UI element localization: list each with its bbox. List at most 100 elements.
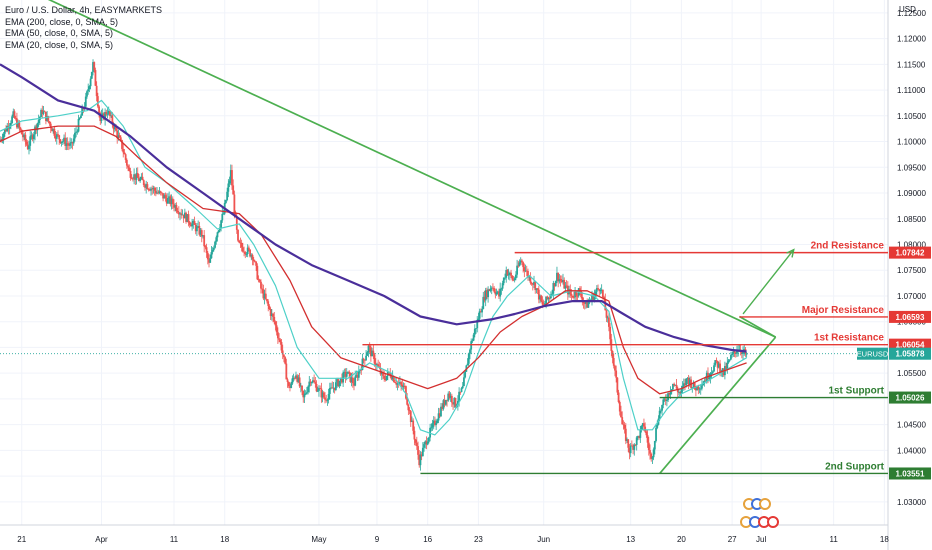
candle-body	[29, 136, 32, 146]
candle-body	[48, 121, 51, 124]
candle-body	[256, 265, 259, 280]
candle-body	[583, 302, 586, 304]
candle-body	[721, 368, 724, 373]
candle-body	[483, 296, 486, 301]
candle-body	[59, 139, 62, 143]
candle-body	[302, 390, 305, 398]
candle-body	[366, 352, 369, 356]
candle-body	[471, 340, 474, 342]
forecast-arrow	[742, 249, 795, 315]
candle-body	[533, 281, 535, 285]
candle-body	[105, 112, 108, 115]
candle-body	[383, 375, 386, 379]
candle-body	[0, 139, 1, 142]
candle-body	[676, 388, 679, 393]
candle-body	[606, 317, 609, 319]
price-axis-tick-label: 1.11000	[897, 86, 926, 95]
candle-body	[745, 353, 748, 355]
candle-body	[343, 371, 346, 373]
candle-body	[26, 144, 29, 150]
price-axis-tick-label: 1.12000	[897, 35, 926, 44]
candle-body	[5, 129, 7, 132]
candle-body	[653, 440, 656, 450]
candle-body	[286, 379, 289, 383]
candle-body	[401, 384, 404, 388]
candle-body	[154, 190, 157, 194]
candle-body	[529, 276, 532, 283]
legend-ema200[interactable]: EMA (200, close, 0, SMA, 5)	[5, 16, 119, 27]
legend-ema50[interactable]: EMA (50, close, 0, SMA, 5)	[5, 28, 114, 38]
candle-body	[617, 392, 620, 402]
major-resistance-label: Major Resistance	[802, 305, 885, 316]
candle-body	[3, 129, 6, 134]
candle-body	[324, 397, 326, 400]
candle-body	[447, 393, 450, 401]
candle-body	[111, 115, 114, 125]
time-axis-tick-label: 16	[423, 535, 432, 544]
candle-body	[152, 187, 155, 190]
candle-body	[262, 289, 265, 299]
candle-body	[296, 375, 299, 382]
candles	[0, 59, 748, 471]
candle-body	[390, 376, 393, 380]
candle-body	[110, 115, 113, 117]
candle-body	[345, 373, 348, 377]
current-price-label: 1.05878	[896, 350, 925, 359]
time-axis-tick-label: 11	[170, 535, 179, 544]
candle-body	[220, 220, 222, 228]
candle-body	[624, 428, 627, 441]
candle-body	[525, 270, 528, 272]
candle-body	[222, 213, 225, 215]
candle-body	[715, 360, 718, 361]
descending-trendline	[47, 0, 776, 338]
candle-body	[200, 230, 203, 237]
candle-body	[64, 137, 67, 146]
candle-body	[72, 138, 75, 144]
candle-body	[354, 376, 357, 386]
candle-body	[372, 350, 375, 355]
price-axis-tick-label: 1.04000	[897, 446, 926, 455]
support-2-label: 2nd Support	[825, 461, 885, 472]
candle-body	[18, 122, 21, 128]
candle-body	[582, 302, 585, 303]
candle-body	[400, 382, 403, 385]
candle-body	[446, 399, 448, 401]
candle-body	[726, 362, 729, 370]
candle-body	[710, 372, 713, 374]
candle-body	[598, 289, 601, 292]
candle-body	[70, 142, 73, 144]
candle-body	[587, 302, 590, 308]
candle-body	[66, 143, 69, 145]
support-1-price-label: 1.05026	[896, 394, 925, 403]
candle-body	[326, 399, 329, 401]
candle-body	[144, 185, 146, 188]
candle-body	[553, 283, 556, 287]
candle-body	[470, 341, 473, 350]
legend-symbol-title[interactable]: Euro / U.S. Dollar, 4h, EASYMARKETS	[5, 5, 163, 15]
candle-body	[244, 252, 247, 255]
candle-body	[98, 106, 100, 113]
price-axis-tick-label: 1.10500	[897, 112, 926, 121]
candle-body	[548, 297, 551, 299]
candle-body	[482, 296, 485, 309]
candle-body	[104, 112, 107, 120]
candle-body	[226, 191, 229, 201]
candle-body	[494, 291, 497, 295]
candle-body	[518, 262, 521, 266]
candle-body	[679, 392, 682, 394]
price-axis-tick-label: 1.09500	[897, 163, 926, 172]
candle-body	[512, 279, 515, 281]
candle-body	[332, 387, 335, 389]
candle-body	[339, 377, 342, 381]
event-marker-icon	[767, 516, 779, 528]
candle-body	[444, 399, 447, 405]
legend-ema20[interactable]: EMA (20, close, 0, SMA, 5)	[5, 39, 114, 50]
candle-body	[570, 293, 573, 296]
candle-body	[315, 383, 318, 392]
candle-body	[51, 128, 53, 132]
price-axis-currency: USD	[899, 5, 916, 14]
candle-body	[313, 380, 316, 383]
candle-body	[504, 277, 506, 279]
candle-body	[708, 377, 711, 379]
